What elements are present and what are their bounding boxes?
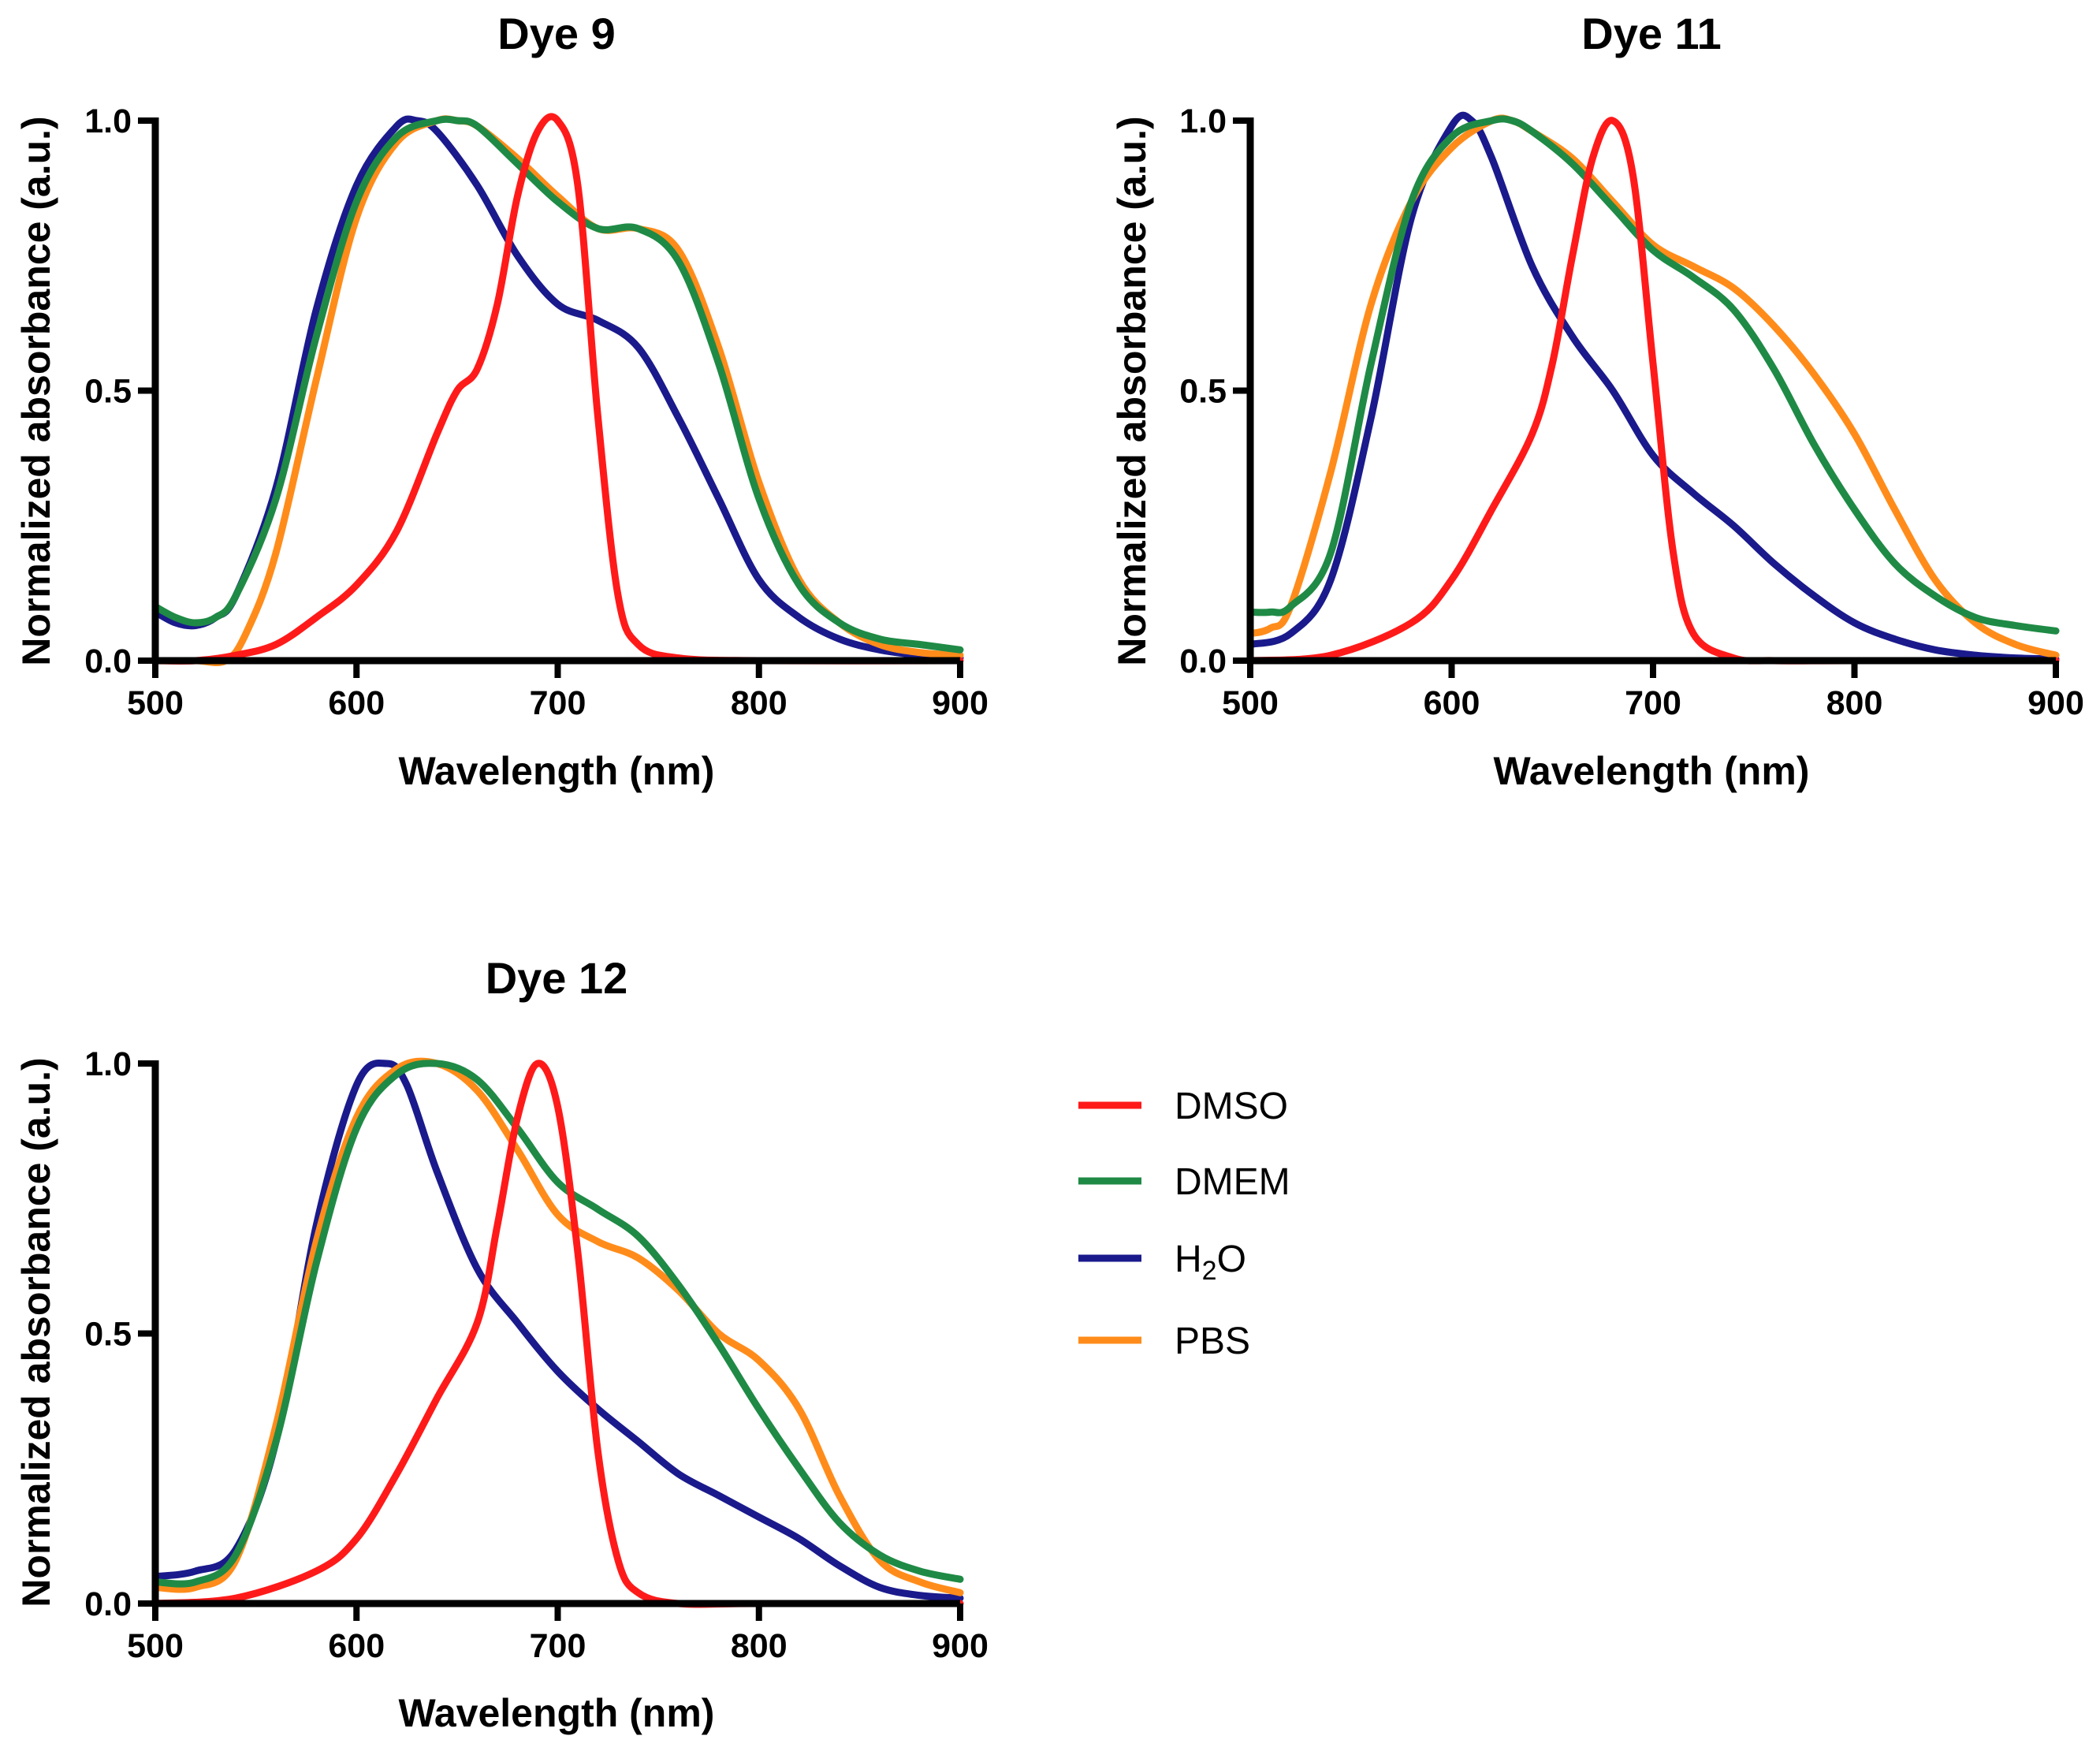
legend-item-h2o: H2O — [1078, 1239, 1246, 1286]
x-tick-label: 500 — [127, 1627, 184, 1665]
x-tick-label: 500 — [127, 684, 184, 722]
series-line-dmso — [151, 1060, 964, 1608]
legend-label: PBS — [1175, 1320, 1250, 1362]
x-axis-label: Wavelength (nm) — [399, 1691, 715, 1735]
x-tick-label: 600 — [328, 1627, 385, 1665]
x-tick-label: 700 — [530, 684, 586, 722]
chart-panel-dye-11: Dye 11 Wavelength (nm) Normalized absorb… — [1110, 9, 2084, 793]
series-line-dmem — [151, 115, 964, 654]
chart-title: Dye 9 — [497, 9, 615, 58]
x-tick-label: 500 — [1222, 684, 1279, 722]
y-tick-label: 0.5 — [1179, 373, 1227, 411]
x-tick-label: 700 — [530, 1627, 586, 1665]
y-tick-label: 0.5 — [84, 373, 132, 411]
series-line-h2o — [1246, 111, 2060, 663]
x-tick-label: 800 — [1826, 684, 1883, 722]
plot-area: 500 600 700 800 900 0.0 0.5 1.0 — [1179, 102, 2084, 722]
chart-panel-dye-9: Dye 9 Wavelength (nm) Normalized absorba… — [14, 9, 989, 793]
x-tick-label: 700 — [1625, 684, 1681, 722]
chart-title: Dye 12 — [486, 953, 628, 1003]
y-tick-label: 0.0 — [84, 1585, 132, 1623]
series-line-pbs — [151, 1057, 964, 1596]
legend: DMSO DMEM H2O PBS — [1078, 1086, 1290, 1362]
y-tick-label: 1.0 — [84, 102, 132, 140]
x-tick-label: 600 — [1424, 684, 1480, 722]
x-tick-label: 900 — [932, 1627, 989, 1665]
x-tick-label: 900 — [2027, 684, 2084, 722]
y-tick-label: 0.5 — [84, 1316, 132, 1354]
x-axis-label: Wavelength (nm) — [1494, 749, 1810, 793]
y-axis-label: Normalized absorbance (a.u.) — [1110, 116, 1154, 665]
legend-item-dmem: DMEM — [1078, 1161, 1290, 1203]
series-line-pbs — [1246, 114, 2060, 659]
series-line-dmem — [151, 1060, 964, 1588]
y-axis-label: Normalized absorbance (a.u.) — [14, 116, 58, 665]
y-tick-label: 0.0 — [1179, 643, 1227, 680]
chart-panel-dye-12: Dye 12 Wavelength (nm) Normalized absorb… — [14, 953, 989, 1735]
series-line-dmso — [151, 113, 964, 665]
x-tick-label: 800 — [731, 1627, 788, 1665]
x-tick-label: 800 — [731, 684, 788, 722]
y-tick-label: 0.0 — [84, 643, 132, 680]
x-tick-label: 900 — [932, 684, 989, 722]
legend-item-pbs: PBS — [1078, 1320, 1250, 1362]
x-axis-label: Wavelength (nm) — [399, 749, 715, 793]
legend-label: DMSO — [1175, 1086, 1288, 1127]
y-tick-label: 1.0 — [1179, 102, 1227, 140]
legend-label: DMEM — [1175, 1161, 1290, 1203]
legend-item-dmso: DMSO — [1078, 1086, 1288, 1127]
plot-area: 500 600 700 800 900 0.0 0.5 1.0 — [84, 102, 989, 722]
x-tick-label: 600 — [328, 684, 385, 722]
plot-area: 500 600 700 800 900 0.0 0.5 1.0 — [84, 1045, 989, 1665]
series-line-dmem — [1246, 115, 2060, 635]
y-axis-label: Normalized absorbance (a.u.) — [14, 1057, 58, 1607]
legend-label: H2O — [1175, 1239, 1246, 1286]
y-tick-label: 1.0 — [84, 1045, 132, 1083]
chart-title: Dye 11 — [1581, 9, 1722, 58]
